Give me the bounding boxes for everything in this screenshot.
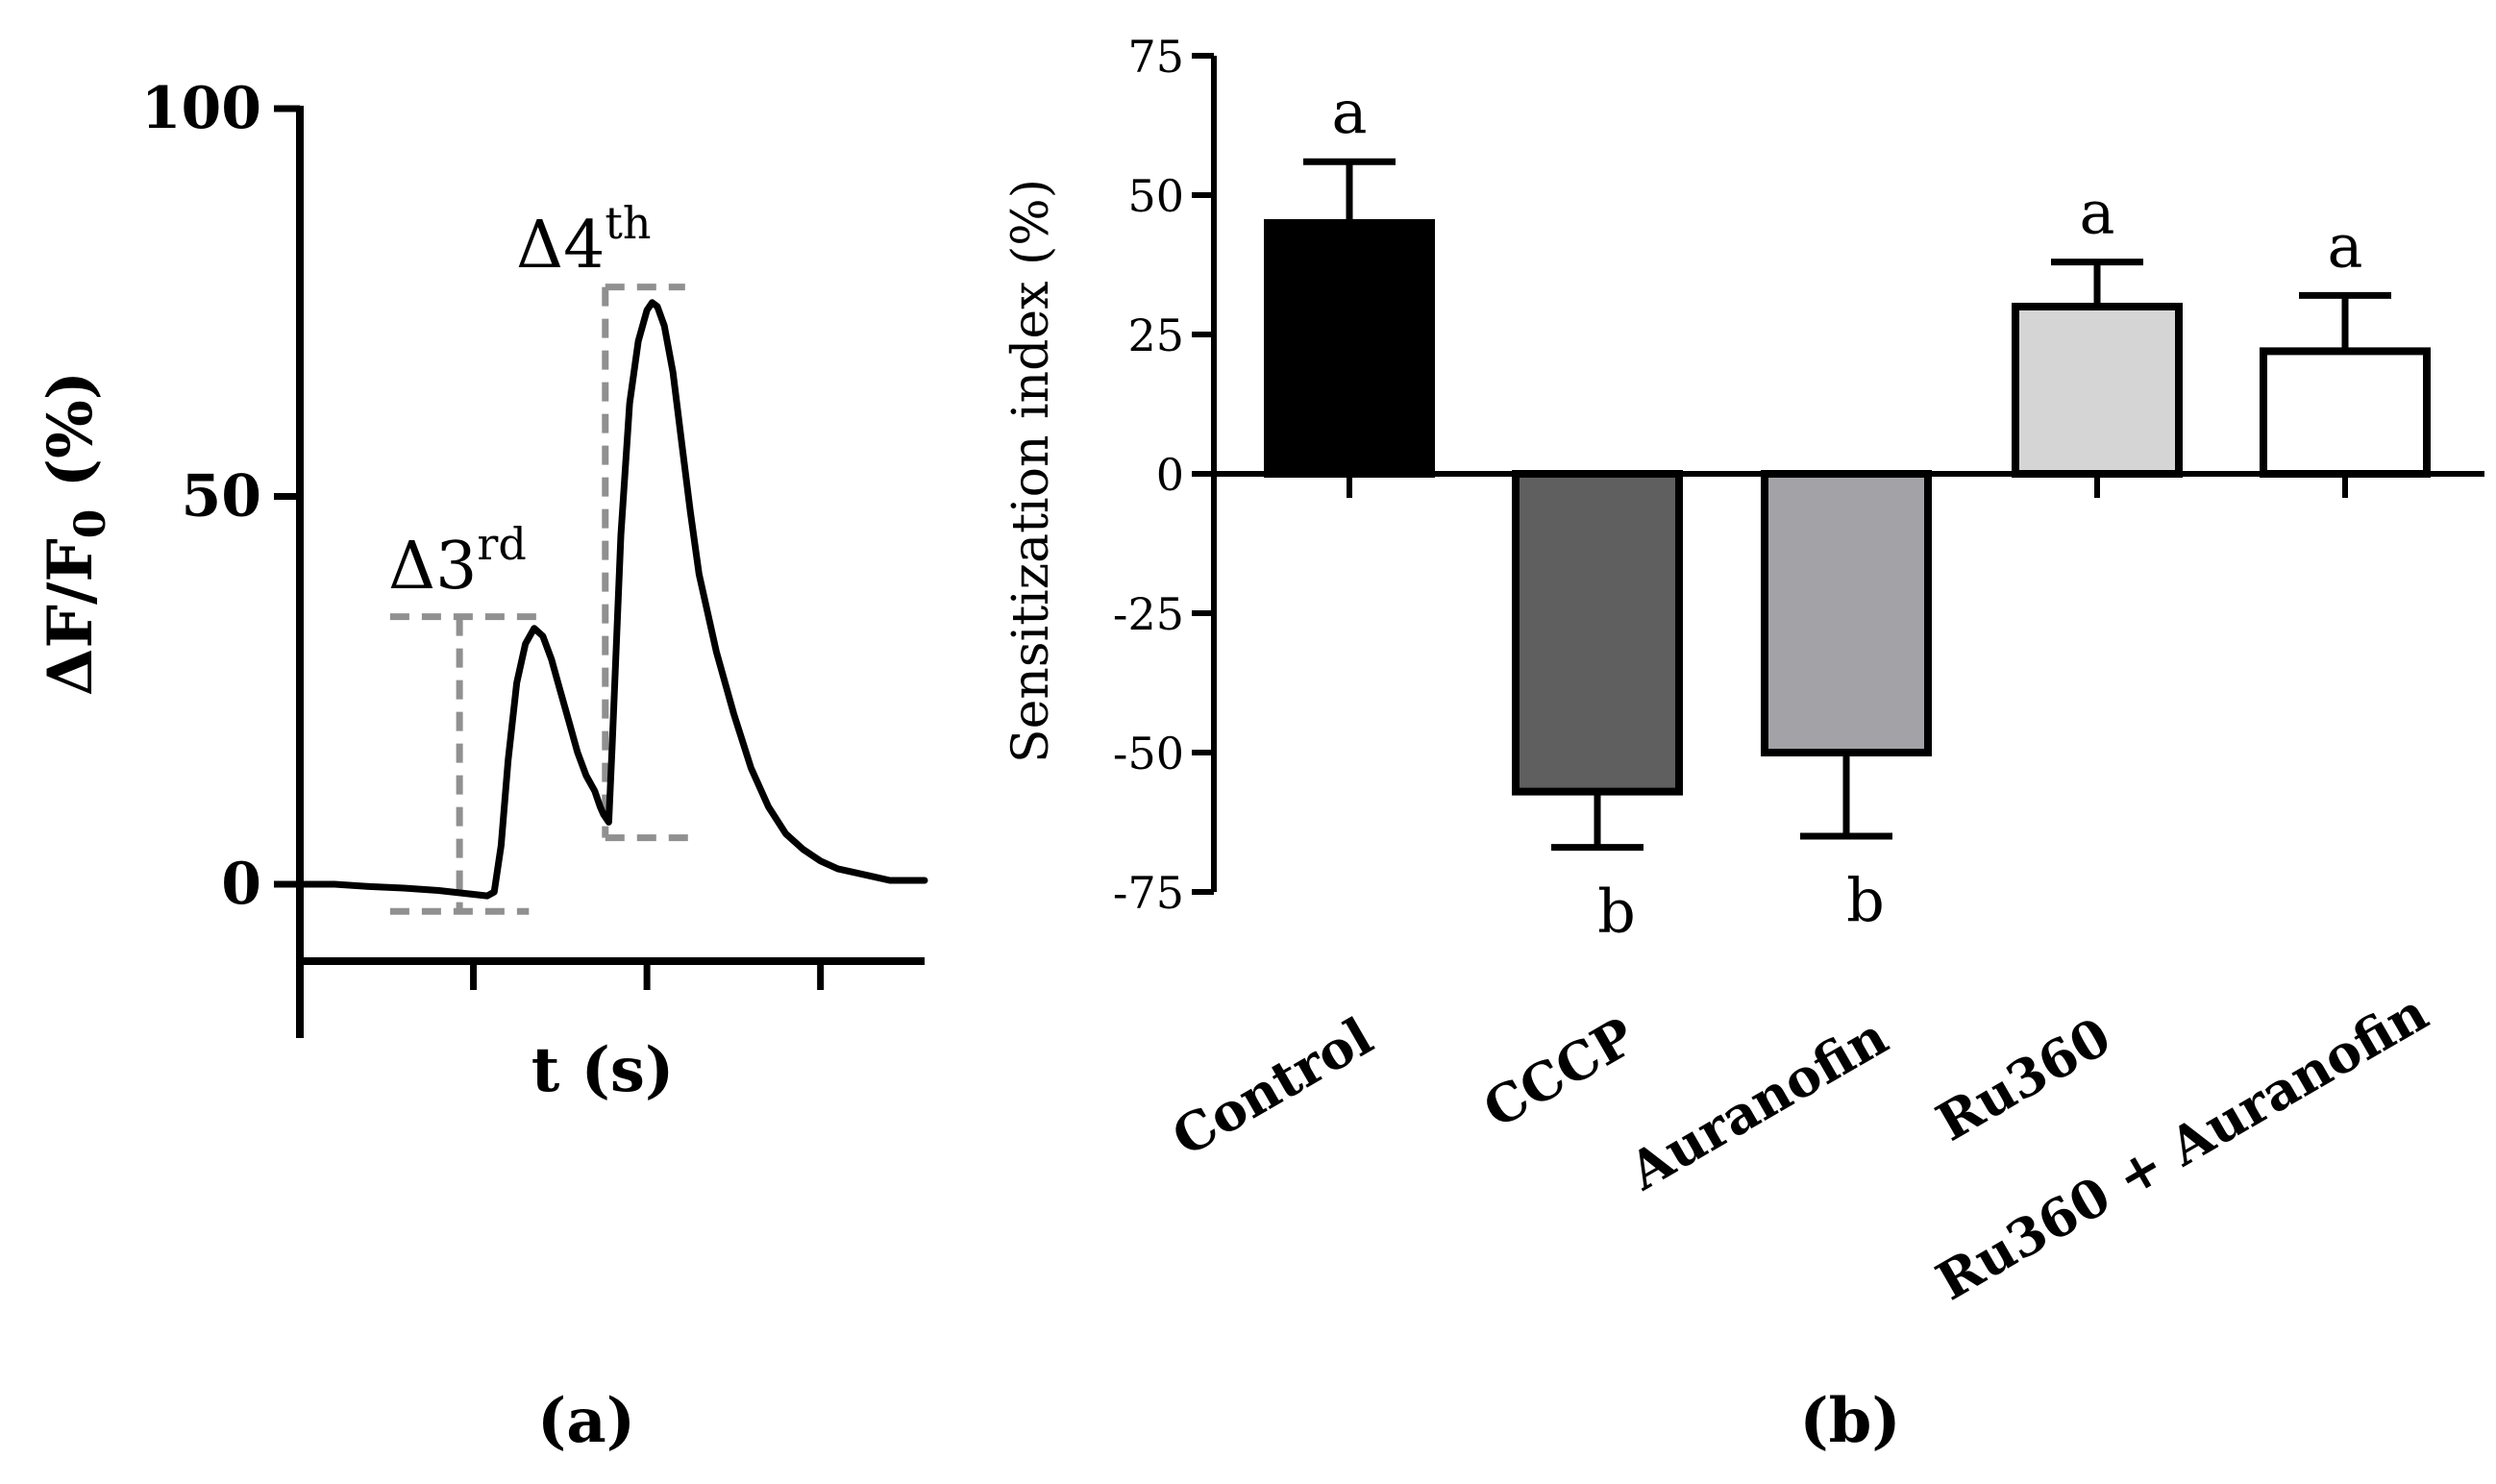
y-tick-label: -25 — [1113, 588, 1184, 640]
annotation-superscript: rd — [477, 518, 526, 570]
y-tick-label: 0 — [221, 851, 261, 918]
annotation-label: Δ4th — [516, 197, 652, 284]
bar-group-ru360: a — [2012, 178, 2183, 498]
y-tick-label: 50 — [182, 463, 262, 531]
y-tick-label: -75 — [1113, 867, 1184, 919]
y-label-delta: Δ — [35, 648, 107, 696]
bar-group-auranofin: b — [1761, 470, 1932, 935]
significance-letter: a — [2328, 210, 2363, 281]
y-label-unit: (%) — [35, 371, 107, 509]
fluorescence-trace-line — [296, 299, 928, 900]
bar-group-control: a — [1264, 77, 1435, 498]
y-tick-label: 0 — [1156, 449, 1184, 501]
bar-group-cccp: b — [1512, 470, 1683, 947]
x-axis-ticks — [470, 961, 825, 990]
bar — [1512, 470, 1683, 796]
panel-b-bar-chart: a b b a a 75 50 25 0 -25 -50 -75 Control CCCPAurano… — [1002, 31, 2484, 1457]
panel-a-label: (a) — [537, 1385, 635, 1457]
y-tick-label: 50 — [1127, 170, 1184, 222]
category-label: Control — [1162, 1005, 1383, 1169]
x-axis-label: t (s) — [531, 1034, 674, 1106]
category-label: Ru360 — [1926, 1005, 2120, 1153]
category-label: CCCP — [1473, 1005, 1645, 1140]
annotation-layer: Δ3rd Δ4th — [388, 197, 693, 915]
annotation-label: Δ3rd — [388, 518, 527, 605]
bar — [2012, 303, 2183, 478]
annotation-delta: Δ4 — [516, 208, 605, 284]
y-label-f0: F — [35, 538, 107, 581]
category-label: Ru360 + Auranofin — [1926, 981, 2438, 1312]
annotation-superscript: th — [605, 197, 651, 249]
y-label-f: F — [35, 605, 107, 648]
significance-letter: a — [1332, 77, 1368, 147]
category-label: Auranofin — [1618, 1005, 1897, 1202]
y-tick-label: -50 — [1113, 728, 1184, 779]
y-label-subscript: 0 — [66, 509, 115, 539]
y-tick-label: 75 — [1127, 31, 1184, 83]
delta-annotation-1: Δ3rd — [388, 518, 549, 915]
bar — [2260, 347, 2431, 478]
y-axis-label: Sensitization index (%) — [1002, 179, 1060, 763]
y-axis-label: ΔF/F0 (%) — [35, 371, 115, 696]
y-axis-ticks: 75 50 25 0 -25 -50 -75 — [1113, 31, 1214, 919]
delta-annotation-2: Δ4th — [516, 197, 693, 842]
significance-letter: b — [1597, 877, 1636, 947]
panel-b-label: (b) — [1799, 1385, 1900, 1457]
significance-letter: b — [1846, 865, 1885, 935]
bar — [1761, 470, 1932, 756]
y-label-slash: / — [35, 581, 107, 605]
bars-layer: a b b a a — [1264, 77, 2431, 947]
bar-group-ru360-auranofin: a — [2260, 210, 2431, 498]
y-axis-ticks: 0 50 100 — [141, 75, 300, 918]
annotation-delta: Δ3 — [388, 529, 477, 605]
y-tick-label: 100 — [141, 75, 261, 142]
y-tick-label: 25 — [1127, 309, 1184, 361]
bar — [1264, 219, 1435, 478]
significance-letter: a — [2080, 178, 2115, 248]
